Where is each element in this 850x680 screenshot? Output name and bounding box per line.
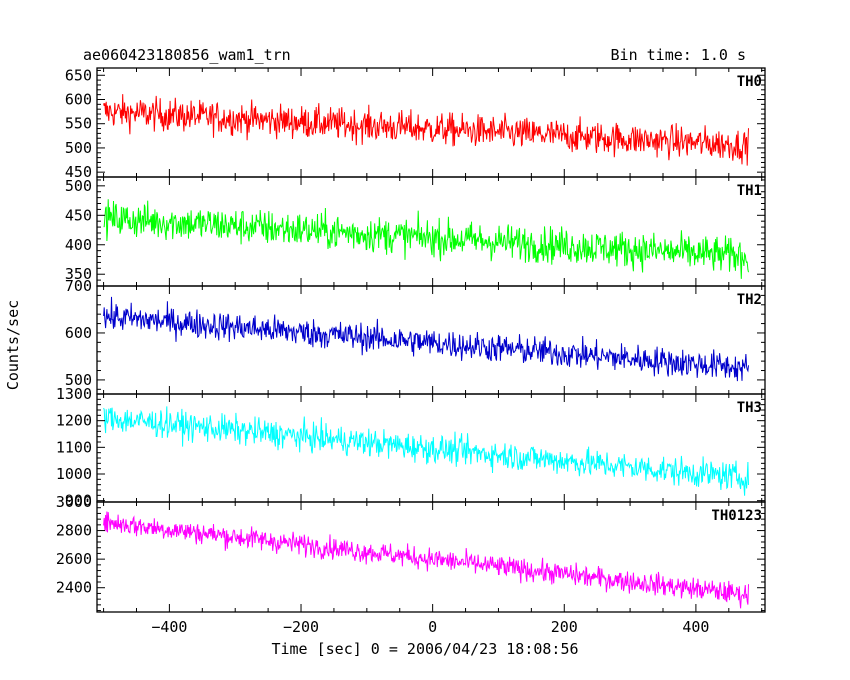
y-tick-label: 2600 xyxy=(56,550,92,568)
y-tick-label: 1100 xyxy=(56,438,92,456)
x-tick-label: 200 xyxy=(551,618,578,636)
panel-frame xyxy=(96,67,766,178)
panel-th1: 350 400 450 500 TH1 xyxy=(65,176,766,287)
x-axis-label: Time [sec] 0 = 2006/04/23 18:08:56 xyxy=(271,640,578,658)
y-tick-label: 600 xyxy=(65,324,92,342)
x-tick-label: 400 xyxy=(682,618,709,636)
x-tick-label: −200 xyxy=(283,618,319,636)
panel-th2: 500 600 700 TH2 xyxy=(65,277,766,395)
y-tick-label: 2800 xyxy=(56,522,92,540)
series-line-th0123 xyxy=(103,511,749,609)
series-line-th1 xyxy=(103,199,749,279)
x-tick-label: 0 xyxy=(428,618,437,636)
chart-title: ae060423180856_wam1_trn xyxy=(83,46,291,64)
bin-time-label: Bin time: 1.0 s xyxy=(611,46,746,64)
y-tick-label: 500 xyxy=(65,371,92,389)
series-line-th2 xyxy=(103,296,749,382)
series-line-th3 xyxy=(103,406,749,496)
y-tick-label: 900 xyxy=(65,492,92,510)
y-tick-label: 650 xyxy=(65,66,92,84)
x-tick-label: −400 xyxy=(151,618,187,636)
panel-frame xyxy=(96,501,766,613)
y-tick-label: 550 xyxy=(65,115,92,133)
y-tick-label: 500 xyxy=(65,139,92,157)
panel-label-th3: TH3 xyxy=(737,400,762,416)
y-tick-label: 700 xyxy=(65,277,92,295)
panel-label-th2: TH2 xyxy=(737,292,762,308)
panel-th3: 900 1000 1100 1200 1300 TH3 xyxy=(56,385,766,510)
panel-frame xyxy=(96,176,766,287)
y-tick-label: 1000 xyxy=(56,465,92,483)
y-tick-label: 2400 xyxy=(56,579,92,597)
panel-label-th1: TH1 xyxy=(737,183,762,199)
y-tick-label: 450 xyxy=(65,206,92,224)
panel-label-th0123: TH0123 xyxy=(711,508,762,524)
y-tick-label: 1200 xyxy=(56,412,92,430)
y-tick-label: 600 xyxy=(65,90,92,108)
panel-th0: 450 500 550 600 650 TH0 xyxy=(65,66,766,181)
y-tick-label: 3000 xyxy=(56,493,92,511)
y-tick-label: 1300 xyxy=(56,385,92,403)
y-tick-label: 450 xyxy=(65,163,92,181)
x-axis: −400 −200 0 200 400 xyxy=(151,618,709,636)
y-tick-label: 400 xyxy=(65,236,92,254)
panel-th0123: 2400 2600 2800 3000 TH0123 xyxy=(56,493,766,613)
panel-label-th0: TH0 xyxy=(737,74,762,90)
y-tick-label: 350 xyxy=(65,265,92,283)
series-line-th0 xyxy=(103,94,749,166)
y-tick-label: 500 xyxy=(65,177,92,195)
y-axis-label: Counts/sec xyxy=(4,300,22,390)
